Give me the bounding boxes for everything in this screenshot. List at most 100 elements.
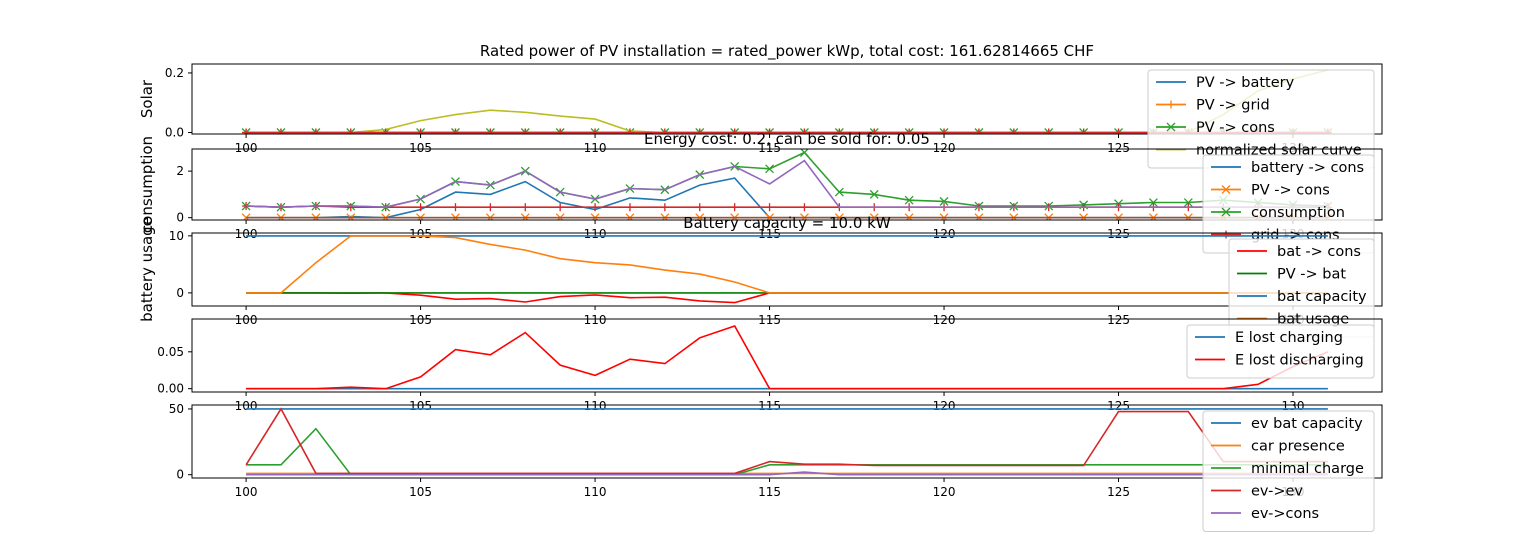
x-tick-label: 115	[758, 313, 781, 327]
x-tick-label: 120	[933, 399, 956, 413]
data-point	[1044, 128, 1053, 134]
data-point	[1148, 198, 1158, 208]
data-point	[800, 128, 809, 134]
data-point	[346, 128, 355, 134]
series-line-ev-cons	[246, 471, 1328, 476]
y-tick-label: 0	[176, 286, 184, 300]
series-line-bat-usage	[246, 235, 1328, 294]
data-point	[869, 189, 879, 199]
x-tick-label: 105	[409, 227, 432, 241]
data-point	[834, 187, 844, 197]
legend-entry: bat -> cons	[1237, 244, 1361, 260]
data-point	[765, 128, 774, 134]
x-tick-label: 125	[1107, 227, 1130, 241]
y-axis-label: Solar	[138, 79, 156, 118]
legend-entry: E lost discharging	[1195, 353, 1364, 369]
figure-title: Rated power of PV installation = rated_p…	[480, 42, 1094, 61]
data-point	[381, 128, 390, 134]
legend-label: bat capacity	[1277, 289, 1367, 305]
x-tick-label: 105	[409, 313, 432, 327]
x-tick-label: 120	[933, 227, 956, 241]
legend-label: ev bat capacity	[1251, 416, 1363, 432]
data-point	[451, 128, 460, 134]
x-tick-label: 105	[409, 485, 432, 499]
y-tick-label: 0.2	[165, 66, 184, 80]
axes-frame	[191, 148, 1383, 221]
legend-entry: PV -> cons	[1211, 183, 1330, 199]
y-axis-label: battery usage	[138, 217, 156, 322]
legend-label: PV -> cons	[1196, 120, 1275, 136]
legend-label: ev->cons	[1251, 506, 1319, 522]
legend-entry: car presence	[1211, 439, 1345, 455]
subplot-title: Energy cost: 0.2, can be sold for: 0.05	[644, 130, 930, 148]
subplot-2: 10010511011512012513002Energy cost: 0.2,…	[138, 130, 1383, 254]
legend-entry: PV -> battery	[1156, 75, 1295, 91]
legend-entry: ev->ev	[1211, 484, 1303, 500]
data-point	[591, 203, 600, 212]
data-point	[416, 128, 425, 134]
data-point	[242, 128, 251, 134]
x-tick-label: 100	[235, 485, 258, 499]
x-tick-label: 125	[1107, 313, 1130, 327]
x-tick-label: 110	[584, 399, 607, 413]
legend-box	[1186, 324, 1375, 379]
data-point	[311, 128, 320, 134]
legend-box	[1202, 410, 1375, 532]
legend: E lost charging E lost discharging	[1186, 324, 1375, 379]
x-tick-label: 115	[758, 485, 781, 499]
axes-frame	[191, 318, 1383, 393]
x-tick-label: 120	[933, 313, 956, 327]
data-point	[591, 128, 600, 134]
data-point	[695, 203, 704, 212]
series-line-ev-ev	[245, 407, 1328, 475]
y-tick-label: 10	[169, 229, 184, 243]
data-point	[486, 203, 495, 212]
legend-label: bat -> cons	[1277, 244, 1361, 260]
x-tick-label: 110	[584, 227, 607, 241]
x-tick-label: 105	[409, 141, 432, 155]
series-line-e-lost-discharging	[246, 325, 1329, 390]
legend-entry: consumption	[1211, 205, 1345, 221]
data-point	[241, 213, 251, 220]
x-tick-label: 110	[584, 141, 607, 155]
data-point	[416, 203, 425, 212]
x-tick-label: 110	[584, 313, 607, 327]
y-tick-label: 2	[176, 164, 184, 178]
y-tick-label: 0.0	[165, 126, 184, 140]
data-point	[1079, 128, 1088, 134]
legend-entry: PV -> bat	[1237, 267, 1346, 283]
legend-label: battery -> cons	[1251, 160, 1364, 176]
legend-entry: ev->cons	[1211, 506, 1319, 522]
x-tick-label: 115	[758, 399, 781, 413]
y-tick-label: 50	[169, 402, 184, 416]
x-tick-label: 125	[1107, 485, 1130, 499]
data-point	[835, 128, 844, 134]
legend-label: minimal charge	[1251, 461, 1364, 477]
legend-entry: ev bat capacity	[1211, 416, 1363, 432]
x-tick-label: 125	[1107, 141, 1130, 155]
data-point	[800, 203, 809, 212]
x-tick-label: 115	[758, 141, 781, 155]
x-tick-label: 100	[235, 141, 258, 155]
x-tick-label: 100	[235, 227, 258, 241]
data-point	[1009, 128, 1018, 134]
data-point	[905, 128, 914, 134]
axes-frame	[191, 63, 1383, 135]
data-point	[346, 203, 355, 212]
x-tick-label: 110	[584, 485, 607, 499]
y-axis-label: consumption	[138, 136, 156, 233]
data-point	[730, 203, 739, 212]
x-tick-label: 120	[933, 485, 956, 499]
series-line-bat-cons	[246, 292, 1328, 304]
x-tick-label: 105	[409, 399, 432, 413]
x-tick-label: 120	[933, 141, 956, 155]
data-point	[1183, 198, 1193, 208]
legend-entry: E lost charging	[1195, 330, 1343, 346]
data-point	[695, 128, 704, 134]
x-tick-label: 115	[758, 227, 781, 241]
subplot-3: 100105110115120125130010Battery capacity…	[138, 214, 1383, 338]
